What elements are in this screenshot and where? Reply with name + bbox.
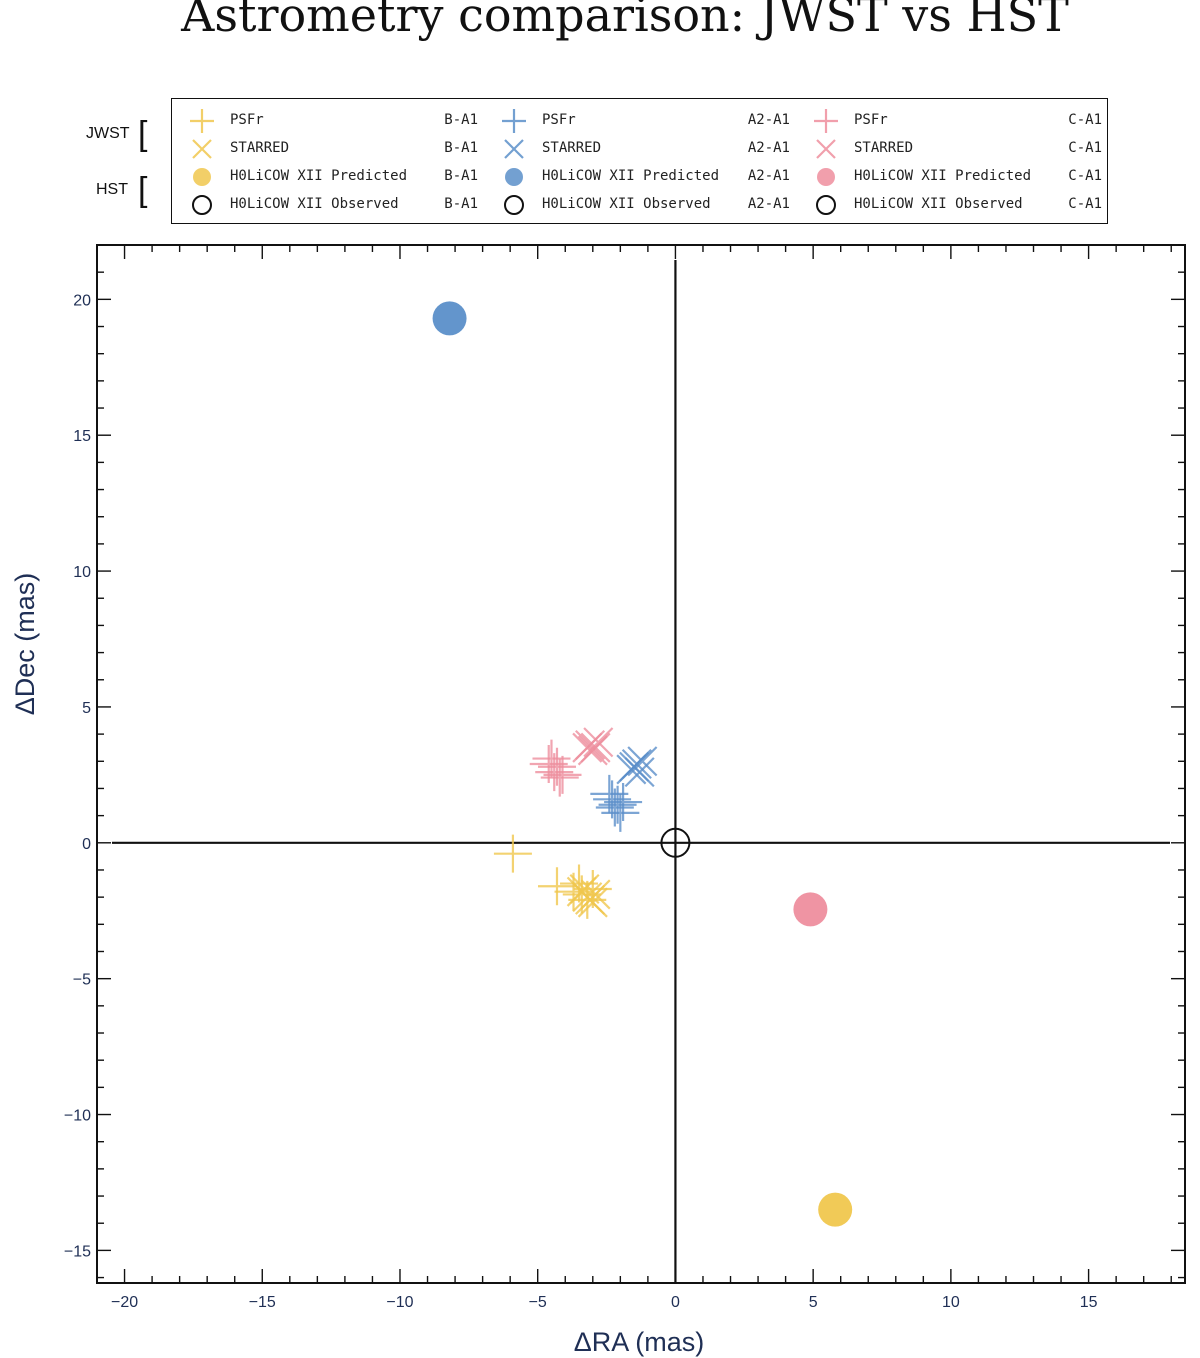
legend-pair: B-A1 <box>444 112 478 128</box>
data-point <box>537 747 576 786</box>
legend-pair: C-A1 <box>1068 140 1102 156</box>
legend-pair: A2-A1 <box>747 140 790 156</box>
data-point <box>432 301 467 336</box>
data-point <box>583 727 614 758</box>
data-point <box>543 755 582 794</box>
data-point <box>624 757 655 788</box>
legend-label: STARRED <box>230 140 290 156</box>
x-tick-label: −20 <box>111 1294 138 1311</box>
data-point <box>537 867 576 906</box>
y-tick-label: 0 <box>82 836 91 853</box>
legend-pair: C-A1 <box>1068 112 1102 128</box>
legend-pair: B-A1 <box>444 196 478 212</box>
legend-pair: B-A1 <box>444 168 478 184</box>
legend-group-hst-bracket: [ <box>138 171 148 209</box>
legend-label: H0LiCOW XII Predicted <box>230 168 408 184</box>
x-tick-label: 0 <box>671 1294 680 1311</box>
data-point <box>540 758 579 797</box>
x-tick-label: 15 <box>1080 1294 1098 1311</box>
plot-frame <box>96 244 1186 1284</box>
legend-marker <box>193 168 211 186</box>
data-point <box>493 834 532 873</box>
legend-pair: A2-A1 <box>747 196 790 212</box>
chart-title: Astrometry comparison: JWST vs HST <box>181 0 1069 42</box>
legend-group-hst: HST <box>96 181 128 198</box>
y-tick-label: 10 <box>73 564 91 581</box>
legend-pair: A2-A1 <box>747 168 790 184</box>
data-point <box>569 873 600 905</box>
data-point <box>793 892 828 927</box>
x-tick-label: 10 <box>942 1294 960 1311</box>
legend-pair: C-A1 <box>1068 196 1102 212</box>
data-point <box>598 785 637 824</box>
data-point <box>572 732 603 763</box>
legend-marker <box>814 109 838 133</box>
legend-marker <box>502 109 526 133</box>
legend-marker <box>192 195 212 215</box>
legend-label: PSFr <box>854 112 888 128</box>
legend-pair: A2-A1 <box>747 112 790 128</box>
data-point <box>660 827 691 858</box>
legend-marker <box>816 195 836 215</box>
legend-label: H0LiCOW XII Observed <box>230 196 399 212</box>
y-tick-label: 5 <box>82 700 91 717</box>
y-tick-label: 20 <box>73 292 91 309</box>
data-point <box>593 780 632 819</box>
data-point <box>604 783 643 822</box>
legend-group-jwst-bracket: [ <box>138 115 148 153</box>
legend-marker <box>504 139 524 159</box>
legend-label: H0LiCOW XII Observed <box>542 196 711 212</box>
y-tick-label: −15 <box>64 1243 91 1260</box>
legend-label: STARRED <box>854 140 914 156</box>
data-point <box>532 739 571 778</box>
legend-pair: C-A1 <box>1068 168 1102 184</box>
legend-label: PSFr <box>230 112 264 128</box>
y-tick-label: −5 <box>73 972 91 989</box>
data-point <box>575 884 606 915</box>
legend-label: H0LiCOW XII Predicted <box>854 168 1032 184</box>
x-tick-label: −10 <box>386 1294 413 1311</box>
x-tick-label: 5 <box>809 1294 818 1311</box>
x-tick-label: −5 <box>529 1294 547 1311</box>
legend-marker <box>504 195 524 215</box>
data-point <box>595 788 634 827</box>
legend-label: PSFr <box>542 112 576 128</box>
y-tick-label: −10 <box>64 1108 91 1125</box>
legend-label: H0LiCOW XII Predicted <box>542 168 720 184</box>
legend-pair: B-A1 <box>444 140 478 156</box>
legend-label: H0LiCOW XII Observed <box>854 196 1023 212</box>
legend-markers <box>190 109 838 215</box>
legend-marker <box>190 109 214 133</box>
legend-marker <box>505 168 523 186</box>
x-tick-label: −15 <box>249 1294 276 1311</box>
data-point <box>577 735 608 766</box>
y-tick-label: 15 <box>73 428 91 445</box>
x-axis-label: ΔRA (mas) <box>574 1327 705 1357</box>
legend: PSFr B-A1 STARRED B-A1 H0LiCOW XII Predicted… <box>171 98 1108 224</box>
legend-group-jwst: JWST <box>86 125 130 142</box>
legend-marker <box>816 139 836 159</box>
y-axis-label: ΔDec (mas) <box>10 573 40 716</box>
data-point <box>627 746 658 777</box>
legend-marker <box>817 168 835 186</box>
legend-label: STARRED <box>542 140 602 156</box>
data-point <box>818 1192 853 1227</box>
legend-marker <box>192 139 212 159</box>
